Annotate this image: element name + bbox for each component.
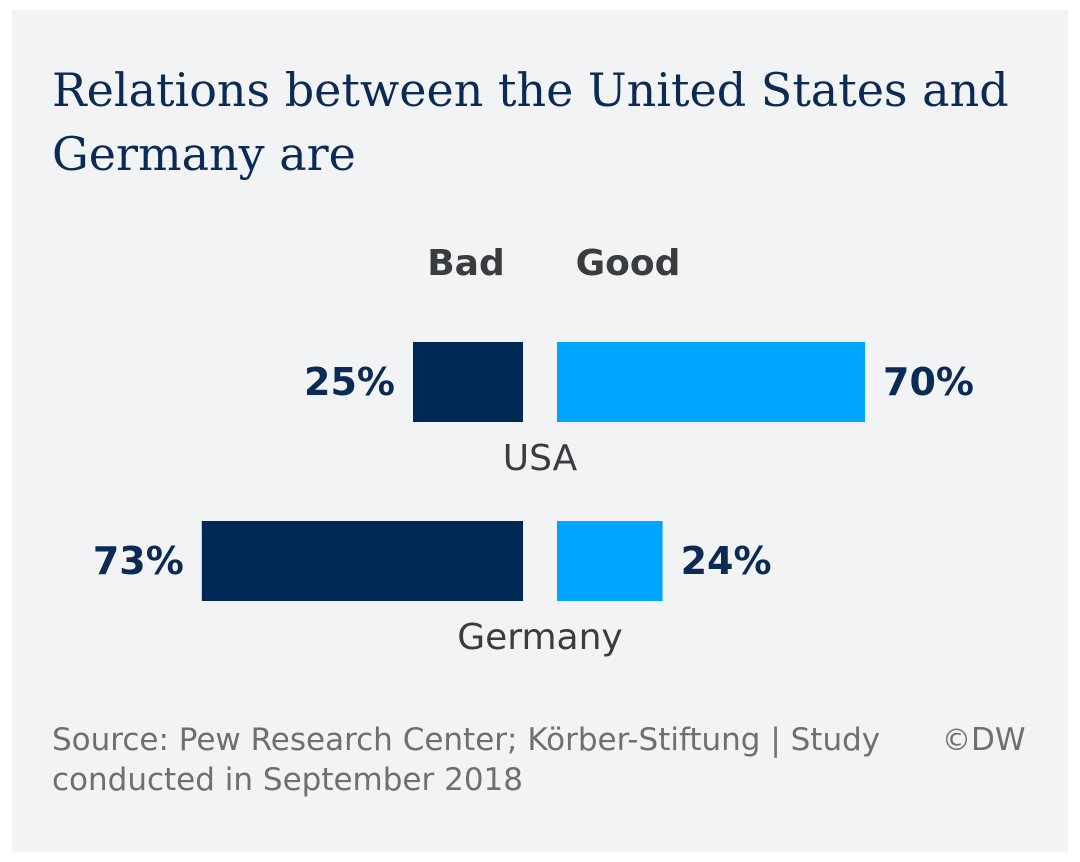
value-label-bad-germany: 73% [93,539,184,583]
bar-bad-germany [201,521,524,601]
category-label-germany: Germany [457,617,622,658]
bar-good-germany [557,521,663,601]
bar-good-usa [557,342,865,422]
category-label-usa: USA [503,438,578,479]
bar-bad-usa [413,342,523,422]
chart-title: Relations between the United States and … [52,63,1009,181]
credit: ©DW [942,720,1026,760]
copyright-icon: © [942,723,971,757]
chart-card [12,10,1068,852]
credit-name: DW [971,722,1026,758]
legend-header-bad: Bad [427,243,505,284]
value-label-bad-usa: 25% [304,360,395,404]
bars-group: 25% 70% USA 73% 24% Germany [93,342,974,658]
value-label-good-germany: 24% [681,539,772,583]
source-note: Source: Pew Research Center; Körber-Stif… [52,722,881,798]
legend-header-good: Good [576,243,681,284]
value-label-good-usa: 70% [883,360,974,404]
